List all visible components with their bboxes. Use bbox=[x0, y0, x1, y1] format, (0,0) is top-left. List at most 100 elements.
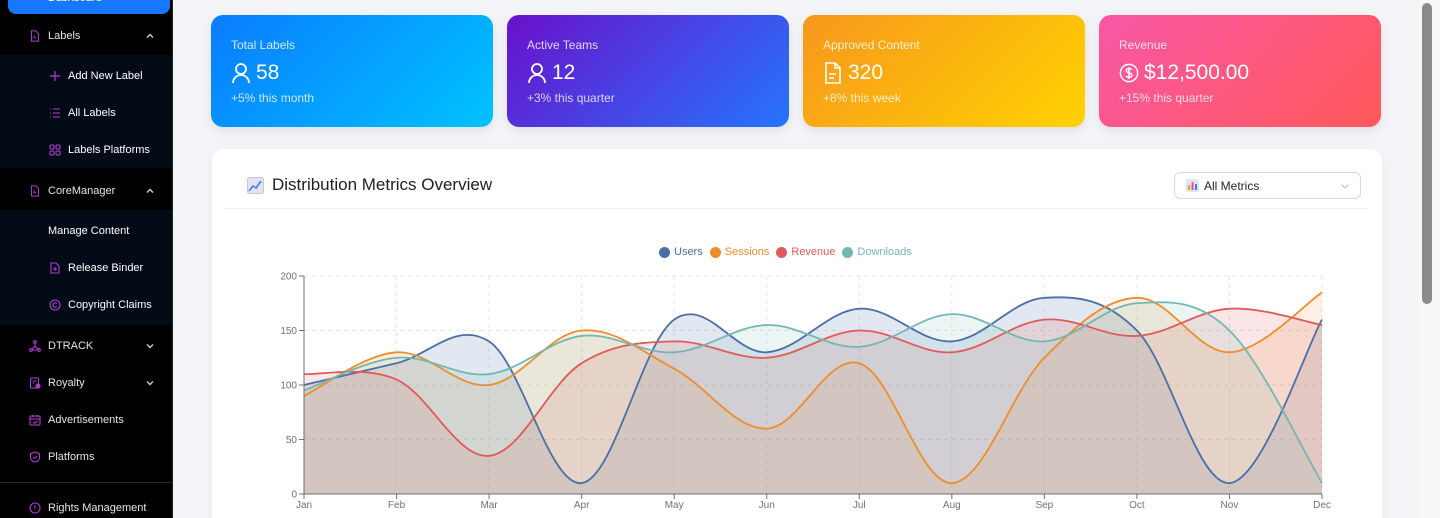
stat-card-approved-content: Approved Content 320 +8% this week bbox=[803, 15, 1085, 127]
stat-card-active-teams: Active Teams 12 +3% this quarter bbox=[507, 15, 789, 127]
x-tick-label: Feb bbox=[388, 500, 406, 511]
sidebar-item-advertisements[interactable]: Advertisements bbox=[0, 401, 172, 438]
legend-item-users[interactable]: Users bbox=[659, 246, 703, 258]
file-icon bbox=[28, 184, 41, 197]
list-icon bbox=[48, 106, 61, 119]
line-users bbox=[303, 296, 1323, 485]
legend-label: Users bbox=[674, 246, 703, 258]
sidebar-item-label: Royalty bbox=[48, 376, 85, 389]
metrics-select-value: All Metrics bbox=[1204, 178, 1260, 193]
sidebar-item-label: Rights Management bbox=[48, 501, 147, 514]
sidebar-item-label: Labels Platforms bbox=[68, 143, 150, 156]
stat-title: Active Teams bbox=[527, 38, 599, 52]
sidebar-item-labels[interactable]: Labels bbox=[0, 17, 172, 54]
sidebar-subitem-all-labels[interactable]: All Labels bbox=[0, 94, 172, 131]
y-tick-label: 150 bbox=[280, 326, 297, 337]
document-icon bbox=[825, 62, 841, 84]
legend-label: Sessions bbox=[724, 246, 770, 258]
user-icon bbox=[528, 63, 546, 84]
legend-label: Revenue bbox=[791, 246, 836, 258]
sidebar-subitem-add-new-label[interactable]: Add New Label bbox=[0, 57, 172, 94]
y-tick-label: 50 bbox=[286, 435, 298, 446]
panel-title: Distribution Metrics Overview bbox=[247, 175, 492, 195]
sidebar-item-label: Add New Label bbox=[68, 69, 143, 82]
chart-increasing-icon bbox=[247, 176, 264, 194]
y-tick-label: 0 bbox=[291, 490, 297, 501]
labels-submenu: Add New Label All Labels Labels Platform… bbox=[0, 55, 172, 168]
chevron-up-icon bbox=[145, 186, 155, 196]
alert-circle-icon bbox=[28, 501, 41, 514]
area-users bbox=[304, 297, 1322, 494]
stat-change: +15% this quarter bbox=[1119, 91, 1214, 105]
copyright-icon bbox=[48, 298, 61, 311]
stat-title: Revenue bbox=[1119, 38, 1168, 52]
sidebar-item-rights-management[interactable]: Rights Management bbox=[0, 489, 172, 518]
line-revenue bbox=[303, 307, 1323, 457]
x-tick-label: Jun bbox=[759, 500, 775, 511]
x-tick-label: Dec bbox=[1313, 500, 1331, 511]
x-tick-label: Apr bbox=[574, 500, 590, 511]
stat-value: 320 bbox=[848, 61, 884, 84]
sidebar-divider bbox=[0, 482, 172, 483]
legend-item-downloads[interactable]: Downloads bbox=[842, 246, 912, 258]
sidebar-subitem-copyright-claims[interactable]: Copyright Claims bbox=[0, 286, 172, 323]
network-icon bbox=[28, 339, 41, 352]
sidebar-item-label: Dashboard bbox=[48, 0, 102, 4]
legend-item-revenue[interactable]: Revenue bbox=[776, 246, 835, 258]
receipt-icon bbox=[28, 376, 41, 389]
sidebar-item-label: Copyright Claims bbox=[68, 298, 152, 311]
scrollbar-thumb[interactable] bbox=[1422, 3, 1432, 304]
sidebar-subitem-manage-content[interactable]: Manage Content bbox=[0, 212, 172, 249]
x-tick-label: Mar bbox=[480, 500, 498, 511]
sidebar-item-platforms[interactable]: Platforms bbox=[0, 438, 172, 475]
legend-item-sessions[interactable]: Sessions bbox=[709, 246, 770, 258]
panel-title-text: Distribution Metrics Overview bbox=[272, 175, 493, 194]
sidebar-item-dashboard[interactable]: Dashboard bbox=[8, 0, 170, 14]
area-downloads bbox=[304, 302, 1322, 494]
line-sessions bbox=[303, 291, 1323, 485]
x-tick-label: Jul bbox=[853, 500, 866, 511]
x-tick-label: Oct bbox=[1129, 500, 1145, 511]
calendar-check-icon bbox=[28, 413, 41, 426]
chevron-up-icon bbox=[145, 31, 155, 41]
stat-card-revenue: Revenue $12,500.00 +15% this quarter bbox=[1099, 15, 1381, 127]
sidebar-item-label: Platforms bbox=[48, 450, 95, 463]
sidebar-item-royalty[interactable]: Royalty bbox=[0, 364, 172, 401]
legend-label: Downloads bbox=[857, 246, 912, 258]
sidebar-item-coremanager[interactable]: CoreManager bbox=[0, 172, 172, 209]
stat-card-total-labels: Total Labels 58 +5% this month bbox=[211, 15, 493, 127]
user-icon bbox=[232, 63, 250, 84]
file-plus-icon bbox=[48, 261, 61, 274]
legend-marker bbox=[776, 246, 788, 258]
stat-value: 58 bbox=[256, 61, 280, 84]
y-tick-label: 100 bbox=[280, 381, 297, 392]
sidebar-item-label: Manage Content bbox=[48, 224, 130, 237]
x-tick-label: Sep bbox=[1035, 500, 1053, 511]
stat-value: $12,500.00 bbox=[1144, 61, 1250, 84]
metrics-select[interactable]: All Metrics bbox=[1174, 172, 1361, 199]
chart-legend: Users Sessions Revenue Downloads bbox=[659, 246, 919, 258]
chevron-down-icon bbox=[145, 341, 155, 351]
sidebar-item-label: CoreManager bbox=[48, 184, 116, 197]
sidebar-item-label: Advertisements bbox=[48, 413, 124, 426]
dollar-circle-icon bbox=[1119, 63, 1139, 83]
stat-title: Total Labels bbox=[231, 38, 296, 52]
sidebar-item-label: All Labels bbox=[68, 106, 116, 119]
x-tick-label: Jan bbox=[296, 500, 312, 511]
x-tick-label: May bbox=[665, 500, 684, 511]
area-chart: 0 50 100 150 200 Jan Feb Mar Apr May Jun Jul Aug Sep O… bbox=[280, 272, 1331, 512]
sidebar-subitem-labels-platforms[interactable]: Labels Platforms bbox=[0, 131, 172, 168]
legend-marker bbox=[709, 246, 721, 258]
sidebar-item-label: Release Binder bbox=[68, 261, 144, 274]
sidebar-item-dtrack[interactable]: DTRACK bbox=[0, 327, 172, 364]
stat-value: 12 bbox=[552, 61, 576, 84]
x-tick-label: Aug bbox=[943, 500, 961, 511]
grid-icon bbox=[48, 143, 61, 156]
chart-panel: Distribution Metrics Overview All Metric… bbox=[212, 149, 1382, 518]
shield-icon bbox=[28, 450, 41, 463]
coremanager-submenu: Manage Content Release Binder Copyright … bbox=[0, 210, 172, 325]
stat-change: +8% this week bbox=[823, 91, 901, 105]
sidebar-subitem-release-binder[interactable]: Release Binder bbox=[0, 249, 172, 286]
stat-title: Approved Content bbox=[823, 38, 920, 52]
